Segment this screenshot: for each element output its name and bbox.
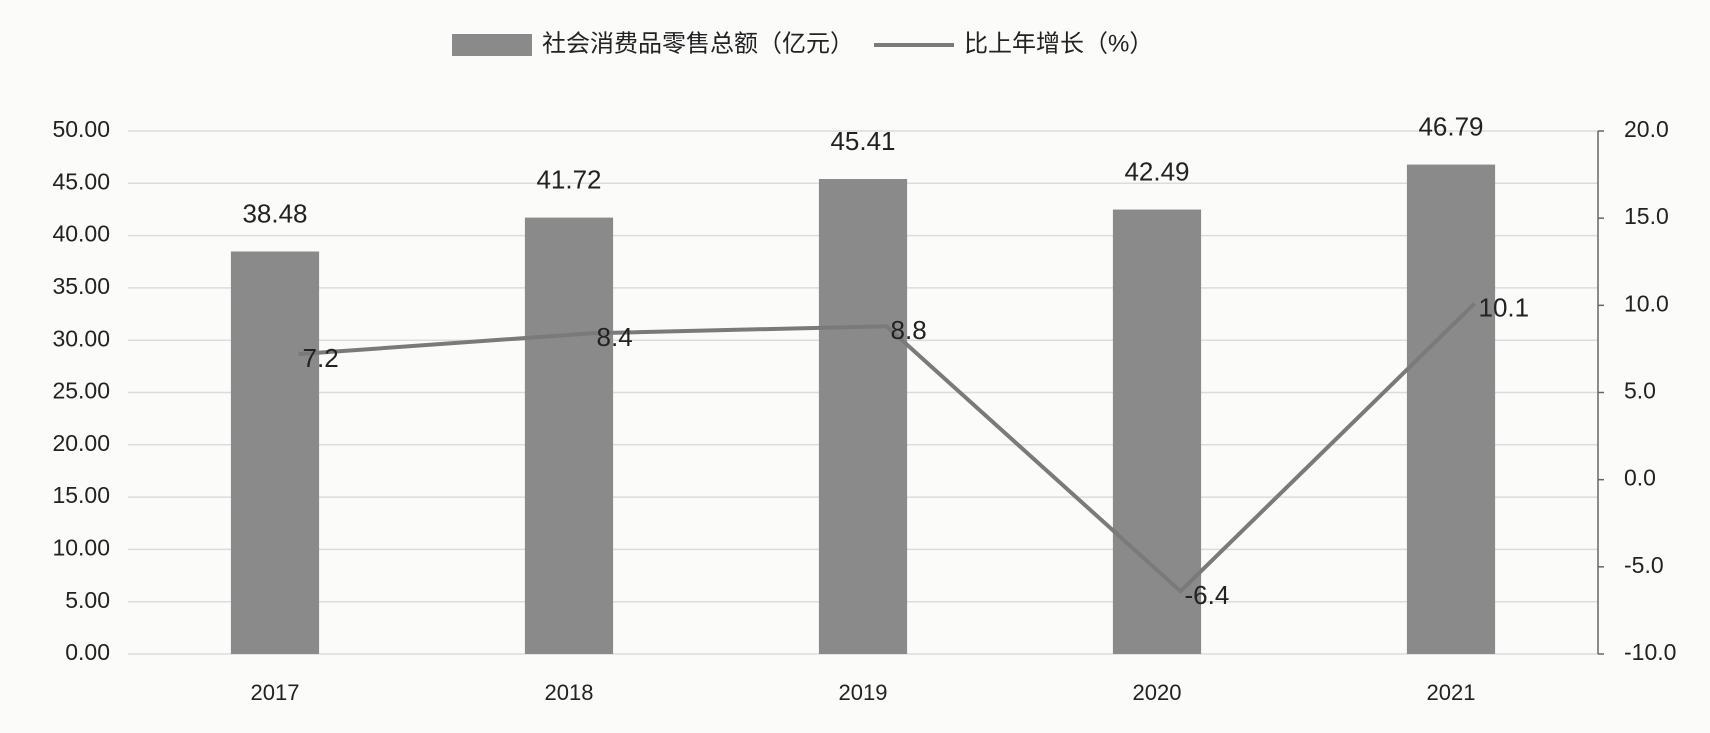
x-tick-label: 2017 xyxy=(251,680,300,705)
x-tick-label: 2020 xyxy=(1133,680,1182,705)
y-tick-label: 40.00 xyxy=(52,221,110,247)
y-tick-label: 10.00 xyxy=(52,534,110,560)
x-tick-label: 2021 xyxy=(1427,680,1476,705)
y2-tick-label: -10.0 xyxy=(1624,639,1676,665)
bar xyxy=(1406,164,1496,654)
line-value-label: 8.4 xyxy=(597,322,633,352)
legend-label: 社会消费品零售总额（亿元） xyxy=(542,30,854,57)
line-value-label: 7.2 xyxy=(303,343,339,373)
legend-swatch xyxy=(452,34,532,56)
bar-value-label: 41.72 xyxy=(536,164,601,194)
y2-tick-label: 20.0 xyxy=(1624,116,1669,142)
x-tick-label: 2019 xyxy=(839,680,888,705)
y-tick-label: 45.00 xyxy=(52,168,110,194)
y-tick-label: 15.00 xyxy=(52,482,110,508)
y2-tick-label: 10.0 xyxy=(1624,290,1669,316)
y-tick-label: 50.00 xyxy=(52,116,110,142)
y-tick-label: 30.00 xyxy=(52,325,110,351)
y-tick-label: 0.00 xyxy=(65,639,110,665)
bar-value-label: 42.49 xyxy=(1124,156,1189,186)
bar-value-label: 38.48 xyxy=(242,198,307,228)
y-tick-label: 20.00 xyxy=(52,430,110,456)
y-tick-label: 5.00 xyxy=(65,587,110,613)
line-value-label: 10.1 xyxy=(1479,292,1530,322)
bar xyxy=(230,251,320,654)
line-value-label: 8.8 xyxy=(891,315,927,345)
y-tick-label: 25.00 xyxy=(52,378,110,404)
bar xyxy=(1112,209,1202,654)
line-value-label: -6.4 xyxy=(1185,580,1230,610)
line-series xyxy=(298,302,1476,594)
x-tick-label: 2018 xyxy=(545,680,594,705)
y2-tick-label: 0.0 xyxy=(1624,465,1656,491)
bar xyxy=(524,217,614,654)
y2-tick-label: -5.0 xyxy=(1624,552,1664,578)
bar-value-label: 46.79 xyxy=(1418,111,1483,141)
bar-value-label: 45.41 xyxy=(830,126,895,156)
bar xyxy=(818,179,908,654)
y2-tick-label: 5.0 xyxy=(1624,378,1656,404)
legend-label: 比上年增长（%） xyxy=(964,30,1153,57)
y2-tick-label: 15.0 xyxy=(1624,203,1669,229)
y-tick-label: 35.00 xyxy=(52,273,110,299)
